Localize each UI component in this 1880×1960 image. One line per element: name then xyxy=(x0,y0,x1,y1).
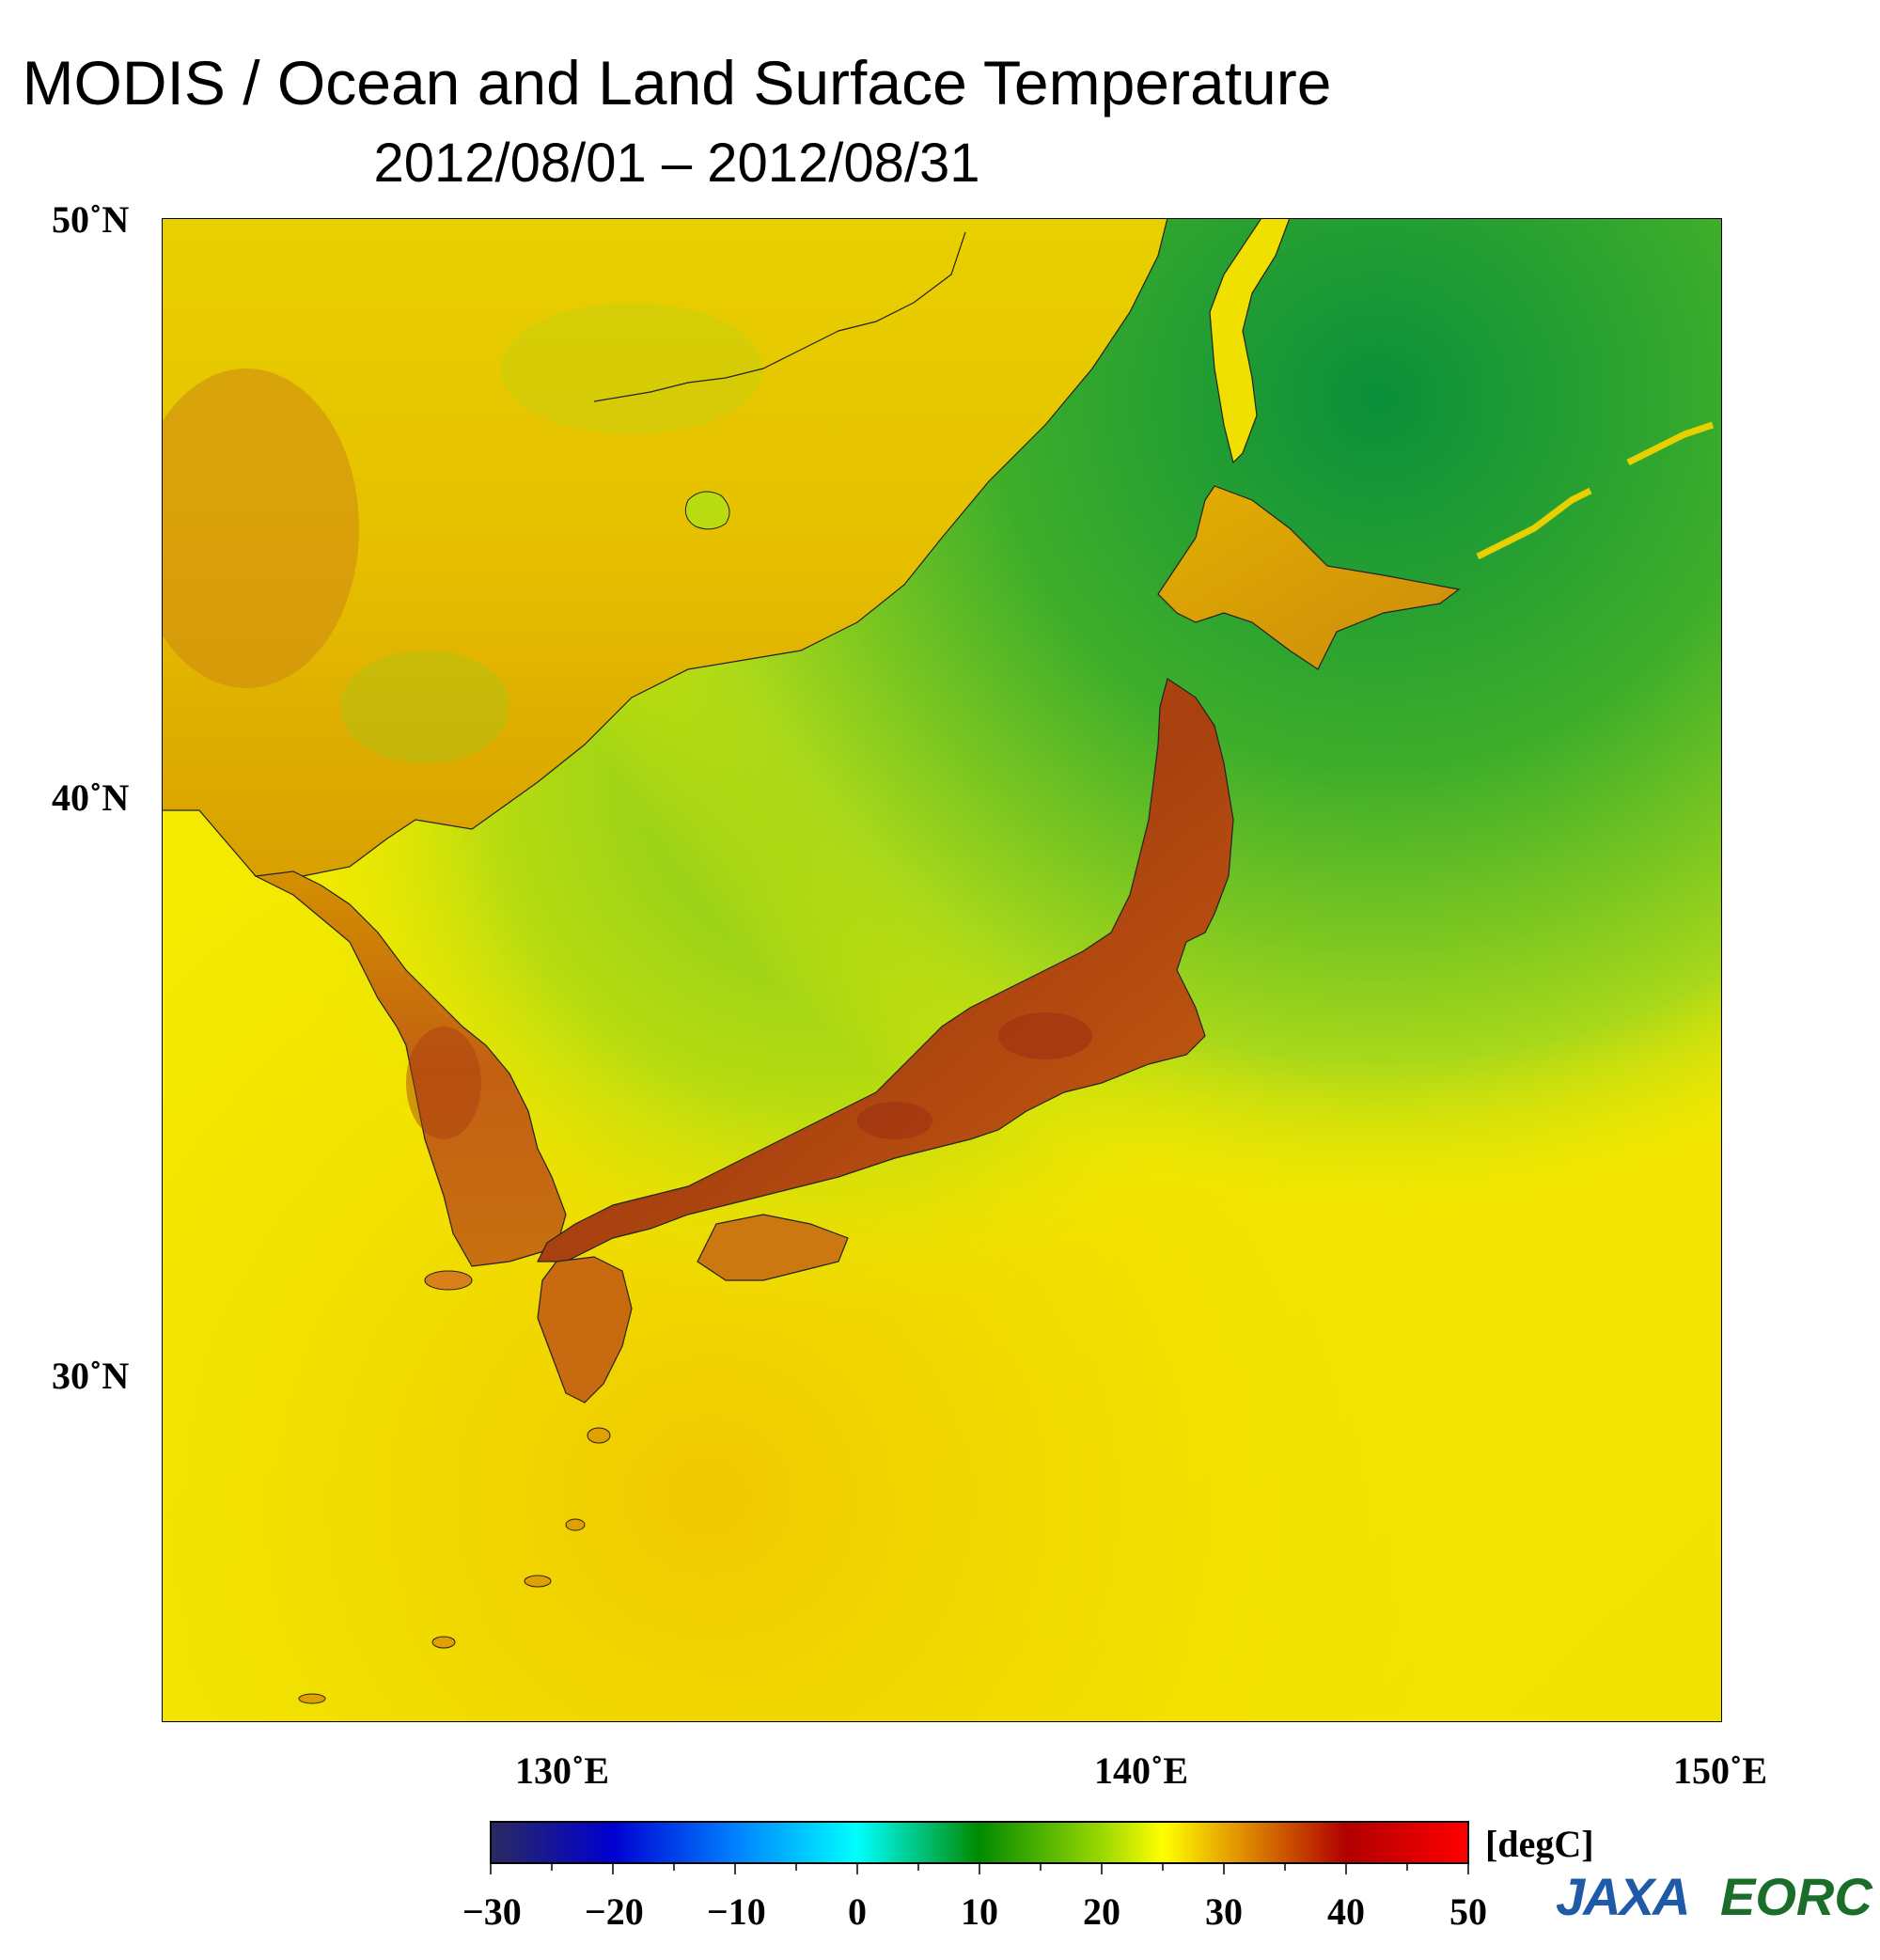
colorbar-tick-label: 10 xyxy=(961,1890,998,1933)
colorbar xyxy=(490,1821,1469,1874)
lon-label-150e: 150˚E xyxy=(1673,1749,1767,1792)
colorbar-tick-label: 20 xyxy=(1083,1890,1120,1933)
lat-label-30n: 30˚N xyxy=(52,1355,130,1397)
temperature-map xyxy=(133,205,1737,1743)
colorbar-tick-label: 40 xyxy=(1327,1890,1365,1933)
lon-label-140e: 140˚E xyxy=(1094,1749,1188,1792)
map-subtitle: 2012/08/01 – 2012/08/31 xyxy=(373,133,980,194)
jaxa-logo: JAXA xyxy=(1556,1867,1690,1926)
colorbar-tick-label: −30 xyxy=(462,1890,522,1933)
lat-label-50n: 50˚N xyxy=(52,198,130,241)
colorbar-tick-label: 50 xyxy=(1449,1890,1487,1933)
colorbar-unit: [degC] xyxy=(1485,1823,1594,1865)
colorbar-tick-label: −20 xyxy=(585,1890,644,1933)
colorbar-tick-label: 0 xyxy=(848,1890,867,1933)
map-title: MODIS / Ocean and Land Surface Temperatu… xyxy=(22,48,1332,118)
lon-label-130e: 130˚E xyxy=(515,1749,609,1792)
eorc-logo: EORC xyxy=(1720,1867,1872,1926)
lat-label-40n: 40˚N xyxy=(52,776,130,819)
colorbar-gradient xyxy=(490,1821,1469,1864)
colorbar-tick-label: 30 xyxy=(1205,1890,1243,1933)
colorbar-tick-label: −10 xyxy=(707,1890,766,1933)
